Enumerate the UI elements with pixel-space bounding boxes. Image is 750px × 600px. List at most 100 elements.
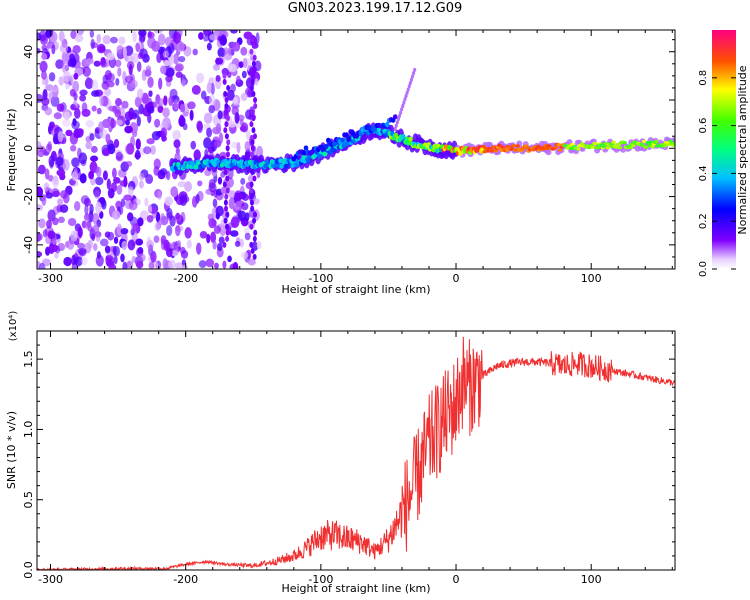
noise-speck xyxy=(56,169,66,177)
noise-speck xyxy=(144,197,149,207)
noise-speck xyxy=(98,210,104,219)
streak-speck xyxy=(249,241,254,248)
ridge-core xyxy=(306,157,311,164)
ridge-core xyxy=(641,139,647,144)
noise-speck xyxy=(44,107,53,116)
streak-speck xyxy=(250,205,255,212)
noise-speck xyxy=(234,190,243,202)
spectrogram-y-label: Frequency (Hz) xyxy=(5,109,18,192)
noise-speck xyxy=(46,219,52,229)
thread-speck xyxy=(404,94,408,99)
noise-speck xyxy=(236,141,241,154)
noise-speck xyxy=(41,194,47,206)
noise-speck xyxy=(43,182,50,192)
streak-speck xyxy=(223,217,228,224)
x-tick-label: 0 xyxy=(453,272,460,285)
ridge-core xyxy=(345,140,350,147)
noise-speck xyxy=(203,137,212,149)
noise-speck xyxy=(160,127,168,139)
noise-speck xyxy=(244,212,250,222)
streak-speck xyxy=(222,78,227,85)
noise-speck xyxy=(128,107,135,120)
thread-speck xyxy=(395,120,399,125)
noise-speck xyxy=(107,188,115,199)
colorbar xyxy=(712,30,736,269)
noise-speck xyxy=(151,131,161,141)
noise-speck xyxy=(80,195,90,205)
branch-speck xyxy=(392,114,398,120)
noise-speck xyxy=(157,190,162,200)
noise-speck xyxy=(72,44,81,54)
thread-speck xyxy=(396,117,401,122)
ridge-core xyxy=(595,146,601,150)
thread-speck xyxy=(405,90,409,95)
noise-speck xyxy=(79,94,87,102)
x-tick-label: 100 xyxy=(581,272,602,285)
thread-speck xyxy=(402,100,406,105)
noise-speck xyxy=(206,82,212,94)
noise-speck xyxy=(50,85,59,93)
noise-speck xyxy=(136,88,144,99)
noise-speck xyxy=(209,33,218,41)
noise-speck xyxy=(37,250,43,258)
noise-speck xyxy=(85,119,95,128)
noise-speck xyxy=(108,105,118,112)
thread-speck xyxy=(401,103,405,108)
noise-speck xyxy=(53,112,63,120)
noise-speck xyxy=(147,112,152,124)
noise-speck xyxy=(212,240,217,250)
y-tick-label: 1.0 xyxy=(22,421,35,439)
noise-speck xyxy=(91,105,97,112)
noise-speck xyxy=(74,256,83,267)
figure-title: GN03.2023.199.17.12.G09 xyxy=(287,1,463,16)
snr-axes: -300 -200 -100 0 100 0.0 0.5 1.0 1.5 xyxy=(22,331,675,586)
ridge-core xyxy=(279,163,284,169)
streak-speck xyxy=(249,187,254,194)
noise-speck xyxy=(121,240,128,251)
noise-speck xyxy=(213,262,219,269)
noise-speck xyxy=(172,33,177,43)
noise-speck xyxy=(70,144,77,152)
noise-speck xyxy=(88,170,95,180)
noise-speck xyxy=(39,60,48,73)
noise-speck xyxy=(132,109,140,118)
noise-speck xyxy=(177,181,187,188)
noise-speck xyxy=(92,166,100,174)
ridge-core xyxy=(556,143,562,147)
branch-speck xyxy=(303,145,309,151)
noise-speck xyxy=(37,149,45,158)
streak-speck xyxy=(249,84,254,91)
noise-speck xyxy=(137,253,146,262)
noise-speck xyxy=(166,225,173,237)
noise-speck xyxy=(92,243,98,251)
ridge-core xyxy=(483,146,489,151)
noise-speck xyxy=(122,261,128,269)
noise-speck xyxy=(197,180,203,187)
noise-speck xyxy=(223,51,233,61)
noise-speck xyxy=(172,129,181,141)
x-tick-label: -200 xyxy=(173,272,198,285)
noise-speck xyxy=(110,118,117,129)
noise-speck xyxy=(85,141,92,150)
noise-speck xyxy=(247,174,254,183)
noise-speck xyxy=(115,119,123,126)
x-tick-label: -100 xyxy=(308,573,333,586)
noise-speck xyxy=(184,181,193,192)
noise-speck xyxy=(113,245,120,257)
noise-speck xyxy=(147,36,156,49)
noise-speck xyxy=(239,238,244,248)
noise-speck xyxy=(134,96,142,108)
ridge-core xyxy=(622,141,627,145)
noise-speck xyxy=(105,255,115,267)
streak-speck xyxy=(253,103,258,110)
noise-speck xyxy=(70,74,75,85)
noise-speck xyxy=(179,246,186,255)
noise-speck xyxy=(66,239,75,250)
noise-speck xyxy=(60,190,68,199)
noise-speck xyxy=(94,190,101,199)
streak-speck xyxy=(224,103,229,110)
noise-speck xyxy=(115,151,123,161)
noise-speck xyxy=(150,250,157,263)
noise-speck xyxy=(132,30,137,43)
noise-speck xyxy=(81,256,88,266)
